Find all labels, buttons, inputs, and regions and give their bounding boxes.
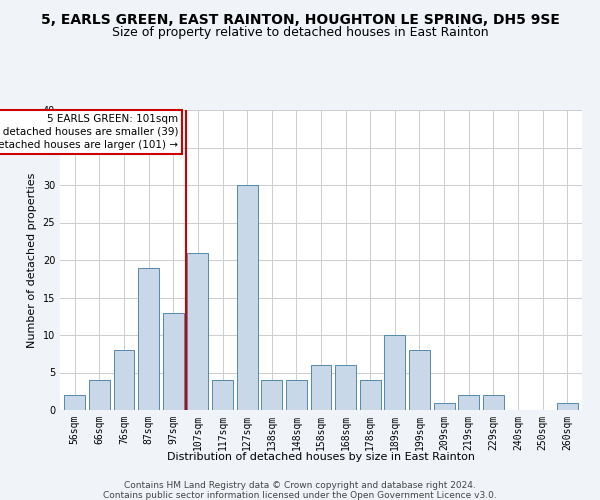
Bar — [187, 252, 208, 410]
Bar — [138, 268, 159, 410]
Bar — [385, 335, 406, 410]
Bar — [434, 402, 455, 410]
Text: 5 EARLS GREEN: 101sqm
← 28% of detached houses are smaller (39)
72% of semi-deta: 5 EARLS GREEN: 101sqm ← 28% of detached … — [0, 114, 178, 150]
Bar — [335, 365, 356, 410]
Bar — [261, 380, 282, 410]
Bar — [409, 350, 430, 410]
Bar — [311, 365, 331, 410]
Bar — [212, 380, 233, 410]
Bar — [483, 395, 504, 410]
Bar — [89, 380, 110, 410]
Bar — [64, 395, 85, 410]
Bar — [236, 185, 257, 410]
Bar — [360, 380, 381, 410]
Text: 5, EARLS GREEN, EAST RAINTON, HOUGHTON LE SPRING, DH5 9SE: 5, EARLS GREEN, EAST RAINTON, HOUGHTON L… — [41, 12, 559, 26]
Bar — [458, 395, 479, 410]
Bar — [163, 312, 184, 410]
Bar — [557, 402, 578, 410]
Text: Size of property relative to detached houses in East Rainton: Size of property relative to detached ho… — [112, 26, 488, 39]
Text: Distribution of detached houses by size in East Rainton: Distribution of detached houses by size … — [167, 452, 475, 462]
Text: Contains HM Land Registry data © Crown copyright and database right 2024.: Contains HM Land Registry data © Crown c… — [124, 481, 476, 490]
Bar — [286, 380, 307, 410]
Y-axis label: Number of detached properties: Number of detached properties — [27, 172, 37, 348]
Text: Contains public sector information licensed under the Open Government Licence v3: Contains public sector information licen… — [103, 491, 497, 500]
Bar — [113, 350, 134, 410]
